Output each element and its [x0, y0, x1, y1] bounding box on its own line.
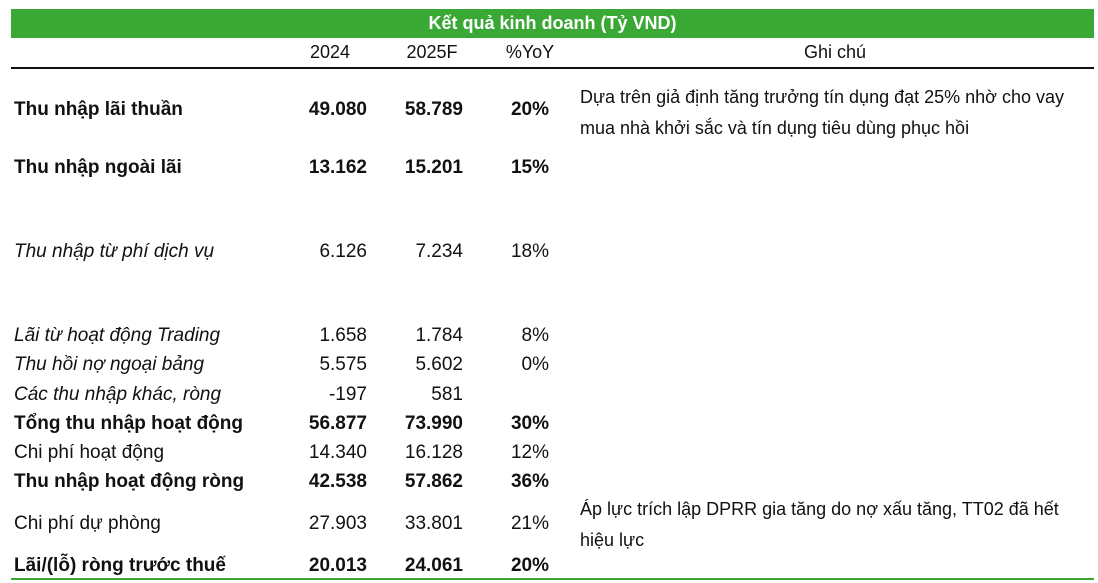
value-2025f: 7.234 [415, 241, 463, 262]
value-2025f: 16.128 [404, 442, 463, 463]
value-2024: 42.538 [308, 471, 367, 492]
table-row: Thu nhập từ phí dịch vụ 6.126 7.234 18% [0, 241, 560, 267]
header-yoy: %YoY [505, 42, 555, 62]
note-provision: Áp lực trích lập DPRR gia tăng do nợ xấu… [580, 499, 1059, 550]
value-2024: 20.013 [308, 555, 367, 576]
value-2024: 56.877 [308, 413, 367, 434]
value-2025f: 58.789 [404, 99, 463, 120]
footer-divider [11, 578, 1094, 580]
table-row: Tổng thu nhập hoạt động 56.877 73.990 30% [0, 413, 560, 439]
value-2025f: 1.784 [415, 325, 463, 346]
row-label: Thu nhập ngoài lãi [14, 157, 182, 178]
value-yoy: 12% [510, 442, 549, 463]
value-2025f: 15.201 [404, 157, 463, 178]
table-row: Thu nhập ngoài lãi 13.162 15.201 15% [0, 157, 560, 183]
table-row: Thu nhập hoạt động ròng 42.538 57.862 36% [0, 471, 560, 497]
table-row: Chi phí dự phòng 27.903 33.801 21% [0, 513, 560, 539]
value-yoy: 0% [521, 354, 549, 375]
table-title: Kết quả kinh doanh (Tỷ VND) [11, 9, 1094, 38]
value-2024: 49.080 [308, 99, 367, 120]
table-row: Lãi/(lỗ) ròng trước thuế 20.013 24.061 20% [0, 555, 560, 581]
table-row: Các thu nhập khác, ròng -197 581 [0, 384, 560, 410]
value-yoy: 21% [510, 513, 549, 534]
value-yoy: 8% [521, 325, 549, 346]
row-label: Lãi/(lỗ) ròng trước thuế [14, 555, 226, 576]
value-2024: 27.903 [308, 513, 367, 534]
table-row: Lãi từ hoạt động Trading 1.658 1.784 8% [0, 325, 560, 351]
row-label: Thu nhập hoạt động ròng [14, 471, 245, 492]
row-label: Thu nhập lãi thuần [14, 99, 183, 120]
row-label: Các thu nhập khác, ròng [14, 384, 222, 405]
header-note: Ghi chú [803, 42, 867, 62]
row-label: Thu nhập từ phí dịch vụ [14, 241, 215, 262]
value-2025f: 57.862 [404, 471, 463, 492]
row-label: Thu hồi nợ ngoại bảng [14, 354, 205, 375]
row-label: Lãi từ hoạt động Trading [14, 325, 221, 346]
value-yoy: 20% [510, 555, 549, 576]
value-2024: 5.575 [319, 354, 367, 375]
value-2024: 6.126 [319, 241, 367, 262]
value-2025f: 24.061 [404, 555, 463, 576]
row-label: Chi phí hoạt động [14, 442, 165, 463]
value-2025f: 73.990 [404, 413, 463, 434]
table-row: Thu nhập lãi thuần 49.080 58.789 20% [0, 99, 560, 125]
header-2024: 2024 [309, 42, 351, 62]
value-yoy: 15% [510, 157, 549, 178]
value-2025f: 5.602 [415, 354, 463, 375]
value-yoy: 18% [510, 241, 549, 262]
note-net-interest: Dựa trên giả định tăng trưởng tín dụng đ… [580, 87, 1065, 138]
value-2024: 14.340 [308, 442, 367, 463]
row-label: Chi phí dự phòng [14, 513, 161, 534]
table-row: Chi phí hoạt động 14.340 16.128 12% [0, 442, 560, 468]
row-label: Tổng thu nhập hoạt động [14, 413, 243, 434]
value-2024: 1.658 [319, 325, 367, 346]
header-2025f: 2025F [406, 42, 458, 62]
value-yoy: 20% [510, 99, 549, 120]
table-row: Thu hồi nợ ngoại bảng 5.575 5.602 0% [0, 354, 560, 380]
value-yoy: 30% [510, 413, 549, 434]
value-yoy: 36% [510, 471, 549, 492]
value-2024: 13.162 [308, 157, 367, 178]
header-divider [11, 67, 1094, 69]
value-2025f: 581 [431, 384, 463, 405]
value-2025f: 33.801 [404, 513, 463, 534]
value-2024: -197 [328, 384, 367, 405]
